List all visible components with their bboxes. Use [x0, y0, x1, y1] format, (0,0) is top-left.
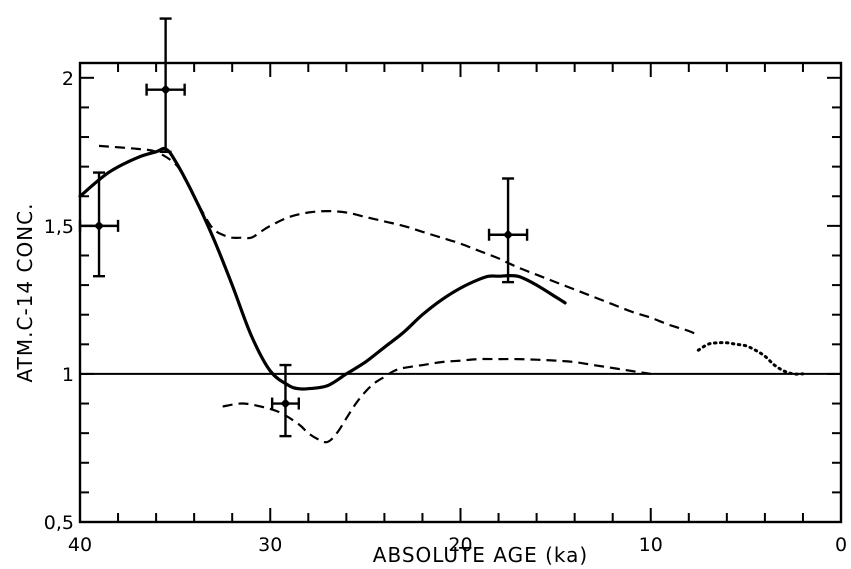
- series-line-dotted-4: [696, 341, 805, 376]
- data-point-marker: [94, 220, 105, 231]
- data-point-3: [270, 363, 300, 438]
- series-line-dashed-2: [98, 144, 699, 337]
- x-axis-title: ABSOLUTE AGE (ka): [373, 543, 588, 567]
- x-tick-label: 0: [835, 534, 847, 556]
- x-tick-label: 20: [448, 534, 472, 556]
- axes-group: [78, 61, 843, 524]
- series-line-dashed-3: [222, 357, 651, 444]
- y-tick-label: 1,5: [44, 216, 74, 238]
- data-point-4: [487, 177, 529, 284]
- x-tick-label: 40: [68, 534, 92, 556]
- y-axis-title: ATM.C-14 CONC.: [13, 203, 37, 383]
- y-tick-label: 1: [62, 364, 74, 386]
- x-tick-label: 10: [639, 534, 663, 556]
- plot-frame: [78, 61, 843, 524]
- x-tick-label: 30: [258, 534, 282, 556]
- series-line-solid-1: [78, 146, 567, 391]
- data-point-1: [78, 171, 120, 278]
- data-point-marker: [160, 84, 171, 95]
- data-point-2: [145, 17, 186, 154]
- y-tick-label: 0,5: [44, 512, 74, 534]
- data-point-marker: [503, 229, 514, 240]
- data-points-group: [78, 17, 529, 438]
- series-group: [78, 144, 805, 444]
- tick-labels-group: 0,5 1 1,5 2 40 30 20 10 0: [44, 68, 847, 556]
- data-point-marker: [280, 398, 291, 409]
- y-tick-label: 2: [62, 68, 74, 90]
